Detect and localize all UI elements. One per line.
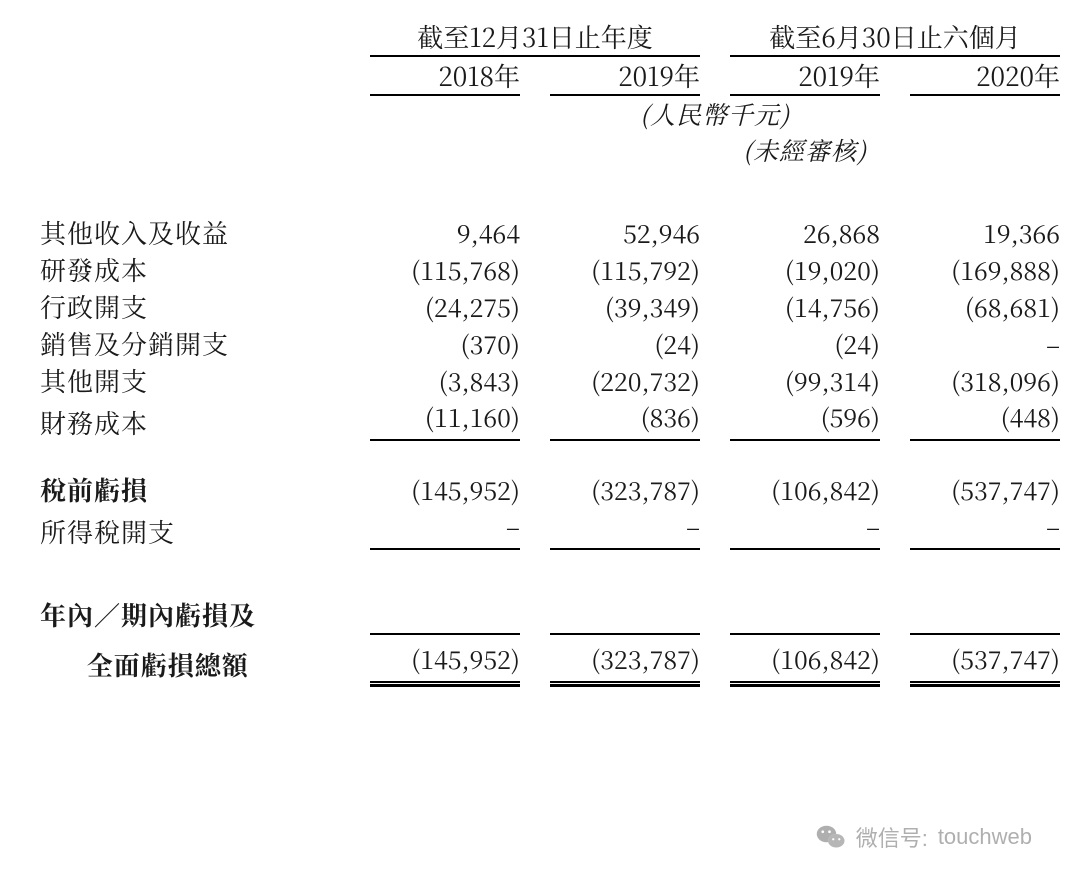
unaudited-label: (未經審核) [730,132,880,168]
table-row: 行政開支(24,275) (39,349) (14,756) (68,681) [40,288,1060,325]
row-label: 財務成本 [40,399,370,441]
cell-value: (448) [910,399,1060,441]
watermark-handle: touchweb [938,824,1032,850]
unaudited-row: (未經審核) [40,132,1060,168]
cell-value: (3,843) [370,362,520,399]
cell-value: 19,366 [910,214,1060,251]
header-group-right: 截至6月30日止六個月 [730,18,1060,56]
cell-value: (220,732) [550,362,700,399]
cell-value: (318,096) [910,362,1060,399]
cell-value: (24) [730,325,880,362]
total-label-1: 年內／期內虧損及 [40,596,370,633]
tax-v1: – [370,508,520,550]
table-row: 研發成本(115,768) (115,792) (19,020) (169,888) [40,251,1060,288]
wechat-icon [816,822,846,852]
unit-row: (人民幣千元) [40,95,1060,132]
total-row: 全面虧損總額 (145,952) (323,787) (106,842) (53… [40,633,1060,683]
total-v1: (145,952) [370,633,520,683]
pretax-v3: (106,842) [730,471,880,508]
tax-label: 所得稅開支 [40,508,370,550]
total-label-2: 全面虧損總額 [40,633,370,683]
cell-value: (39,349) [550,288,700,325]
header-year-1: 2018年 [370,56,520,95]
cell-value: (19,020) [730,251,880,288]
pretax-v4: (537,747) [910,471,1060,508]
table-row: 其他收入及收益9,464 52,946 26,868 19,366 [40,214,1060,251]
pretax-v2: (323,787) [550,471,700,508]
row-label: 研發成本 [40,251,370,288]
cell-value: (370) [370,325,520,362]
row-label: 行政開支 [40,288,370,325]
table-row: 財務成本(11,160) (836) (596) (448) [40,399,1060,441]
table-row: 銷售及分銷開支(370)(24)(24)– [40,325,1060,362]
row-label: 其他收入及收益 [40,214,370,251]
unit-label: (人民幣千元) [370,95,1060,132]
pretax-row: 稅前虧損 (145,952) (323,787) (106,842) (537,… [40,471,1060,508]
watermark-prefix: 微信号: [856,821,928,853]
cell-value: (24) [550,325,700,362]
cell-value: 26,868 [730,214,880,251]
cell-value: – [910,325,1060,362]
pretax-label: 稅前虧損 [40,471,370,508]
cell-value: (596) [730,399,880,441]
header-year-row: 2018年 2019年 2019年 2020年 [40,56,1060,95]
financial-table-page: 截至12月31日止年度 截至6月30日止六個月 2018年 2019年 2019… [0,0,1080,683]
header-group-row: 截至12月31日止年度 截至6月30日止六個月 [40,18,1060,56]
header-year-3: 2019年 [730,56,880,95]
cell-value: (115,768) [370,251,520,288]
cell-value: (169,888) [910,251,1060,288]
total-v2: (323,787) [550,633,700,683]
total-v3: (106,842) [730,633,880,683]
cell-value: (68,681) [910,288,1060,325]
header-year-2: 2019年 [550,56,700,95]
cell-value: (11,160) [370,399,520,441]
wechat-watermark: 微信号: touchweb [816,821,1032,853]
financial-table: 截至12月31日止年度 截至6月30日止六個月 2018年 2019年 2019… [40,18,1060,683]
row-label: 其他開支 [40,362,370,399]
cell-value: 52,946 [550,214,700,251]
tax-row: 所得稅開支 – – – – [40,508,1060,550]
header-year-4: 2020年 [910,56,1060,95]
tax-v4: – [910,508,1060,550]
cell-value: (24,275) [370,288,520,325]
pretax-v1: (145,952) [370,471,520,508]
cell-value: (14,756) [730,288,880,325]
table-body: 其他收入及收益9,46452,94626,86819,366研發成本(115,7… [40,214,1060,441]
cell-value: 9,464 [370,214,520,251]
total-label-row1: 年內／期內虧損及 [40,596,1060,633]
cell-value: (836) [550,399,700,441]
tax-v2: – [550,508,700,550]
cell-value: (99,314) [730,362,880,399]
total-v4: (537,747) [910,633,1060,683]
row-label: 銷售及分銷開支 [40,325,370,362]
table-row: 其他開支(3,843) (220,732) (99,314) (318,096) [40,362,1060,399]
cell-value: (115,792) [550,251,700,288]
tax-v3: – [730,508,880,550]
header-group-left: 截至12月31日止年度 [370,18,700,56]
